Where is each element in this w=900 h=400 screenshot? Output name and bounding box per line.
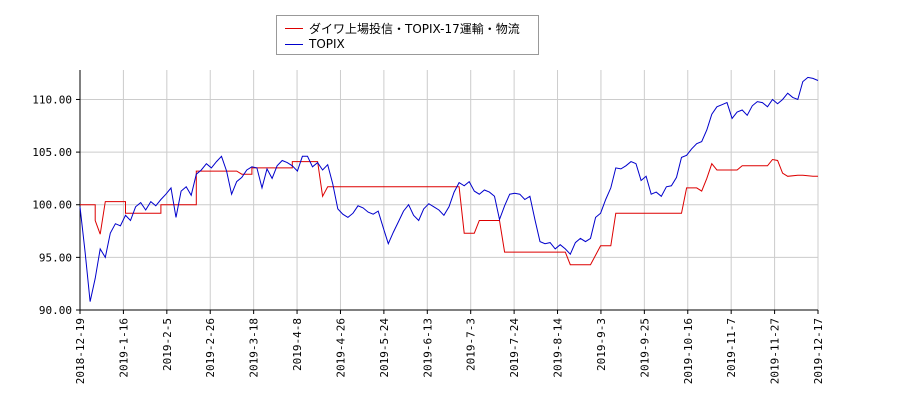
y-tick-label: 90.00 bbox=[39, 304, 72, 317]
legend-label-series-2: TOPIX bbox=[309, 37, 345, 51]
legend-swatch-blue bbox=[285, 43, 303, 45]
x-tick-label: 2019-9-25 bbox=[638, 318, 651, 378]
x-tick-label: 2019-9-3 bbox=[595, 318, 608, 371]
x-tick-label: 2019-7-3 bbox=[465, 318, 478, 371]
series-line-daiwa-transport bbox=[80, 158, 818, 266]
x-tick-label: 2019-4-26 bbox=[334, 318, 347, 378]
y-tick-label: 110.00 bbox=[32, 93, 72, 106]
y-tick-label: 105.00 bbox=[32, 146, 72, 159]
axes bbox=[76, 70, 819, 314]
x-tick-label: 2019-12-17 bbox=[812, 318, 825, 384]
series-line-topix bbox=[79, 76, 819, 302]
x-tick-label: 2019-7-24 bbox=[508, 318, 521, 378]
x-tick-label: 2019-11-7 bbox=[725, 318, 738, 378]
legend-item-series-2: TOPIX bbox=[285, 36, 345, 52]
legend-item-series-1: ダイワ上場投信・TOPIX-17運輸・物流 bbox=[285, 20, 520, 36]
x-tick-label: 2019-6-13 bbox=[421, 318, 434, 378]
legend-swatch-red bbox=[285, 27, 303, 29]
x-tick-label: 2019-10-16 bbox=[682, 318, 695, 384]
x-tick-label: 2019-1-16 bbox=[117, 318, 130, 378]
legend: ダイワ上場投信・TOPIX-17運輸・物流 TOPIX bbox=[276, 15, 539, 55]
y-tick-labels: 90.00 95.00 100.00 105.00 110.00 bbox=[32, 93, 72, 317]
x-tick-label: 2018-12-19 bbox=[74, 318, 87, 384]
x-tick-label: 2019-2-5 bbox=[161, 318, 174, 371]
legend-label-series-1: ダイワ上場投信・TOPIX-17運輸・物流 bbox=[309, 21, 520, 36]
series-lines bbox=[79, 76, 819, 302]
x-tick-label: 2019-11-27 bbox=[769, 318, 782, 384]
grid bbox=[79, 70, 819, 311]
x-tick-labels: 2018-12-19 2019-1-16 2019-2-5 2019-2-26 2019… bbox=[74, 318, 825, 385]
y-tick-label: 100.00 bbox=[32, 199, 72, 212]
x-tick-label: 2019-4-8 bbox=[291, 318, 304, 371]
y-tick-label: 95.00 bbox=[39, 251, 72, 264]
x-tick-label: 2019-2-26 bbox=[204, 318, 217, 378]
x-tick-label: 2019-8-14 bbox=[552, 318, 565, 378]
x-tick-label: 2019-5-24 bbox=[378, 318, 391, 378]
x-tick-label: 2019-3-18 bbox=[248, 318, 261, 378]
